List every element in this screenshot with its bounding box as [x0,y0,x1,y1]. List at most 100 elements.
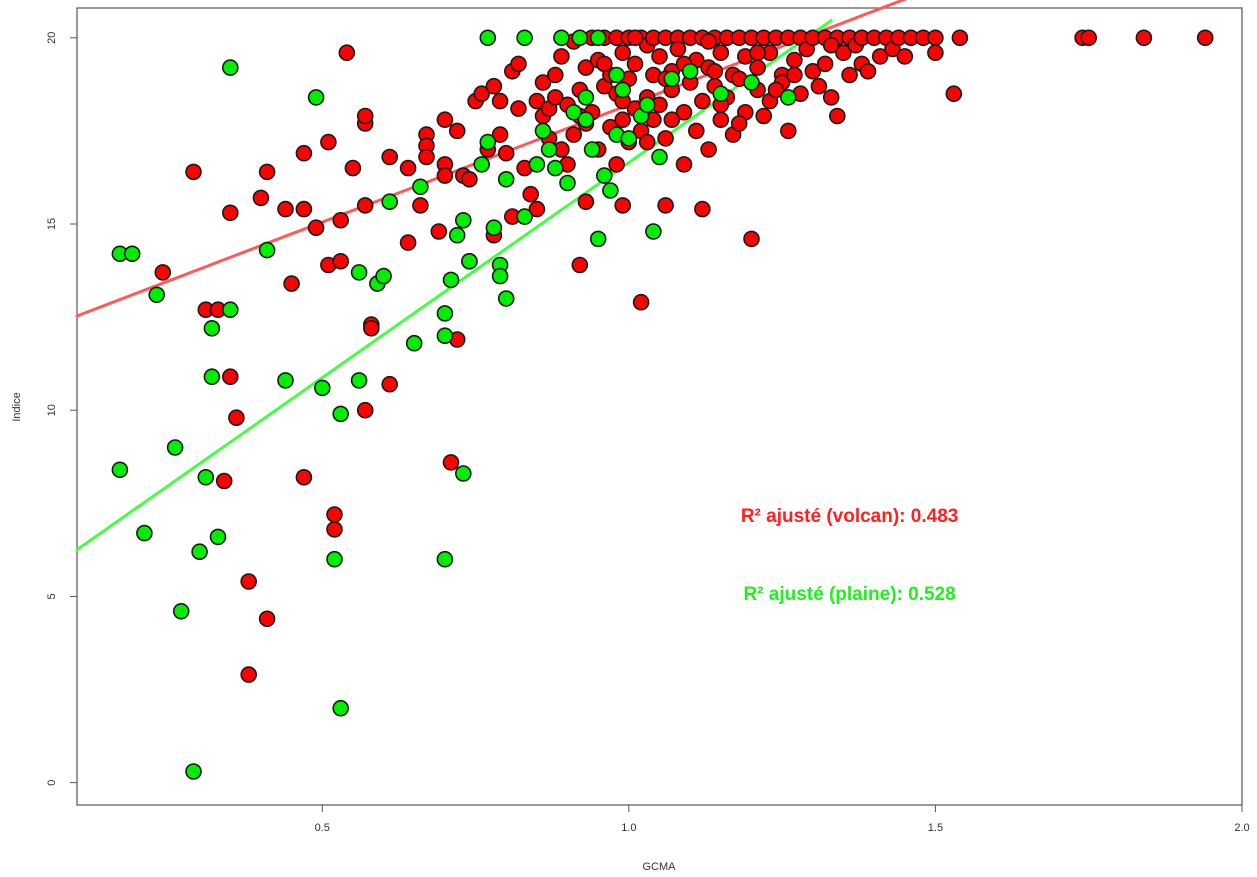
point-plaine [571,29,589,47]
point-plaine [491,267,509,285]
point-volcan [1196,29,1214,47]
point-volcan [295,200,313,218]
point-volcan [399,159,417,177]
point-volcan [528,200,546,218]
point-volcan [222,368,239,386]
point-volcan [822,89,840,106]
point-volcan [442,454,460,471]
point-plaine [516,29,533,47]
point-volcan [706,63,724,80]
point-volcan [381,375,399,393]
point-volcan [694,200,711,218]
r2-label-plaine: R² ajusté (plaine): 0.528 [743,584,955,605]
point-volcan [810,77,828,95]
series-plaine [111,29,797,780]
point-plaine [209,528,227,546]
point-plaine [565,104,583,121]
point-plaine [577,89,595,106]
point-plaine [442,271,460,289]
point-plaine [479,29,497,47]
point-volcan [841,66,858,84]
point-volcan [755,107,773,125]
point-volcan [283,275,300,292]
point-plaine [479,133,497,151]
point-plaine [436,327,454,345]
point-volcan [804,63,822,80]
point-plaine [136,524,153,542]
point-volcan [816,55,834,73]
point-volcan [436,111,454,128]
point-volcan [546,89,564,106]
point-volcan [185,163,202,181]
point-volcan [927,44,944,62]
point-plaine [332,405,350,423]
point-plaine [148,286,165,304]
point-volcan [638,133,656,151]
point-volcan [669,40,687,58]
point-volcan [381,148,399,166]
x-tick-label: 2.0 [1234,822,1249,834]
point-volcan [577,193,595,210]
point-plaine [222,59,239,76]
point-volcan [240,573,257,590]
point-volcan [767,81,785,99]
point-volcan [295,144,313,162]
point-volcan [927,29,944,47]
point-plaine [405,334,423,352]
point-plaine [559,174,576,192]
point-volcan [240,666,257,683]
point-volcan [657,130,674,147]
point-volcan [553,48,570,65]
point-plaine [681,63,699,80]
x-tick-label: 1.0 [621,822,636,834]
point-plaine [743,74,760,91]
point-volcan [326,506,343,523]
point-volcan [252,189,270,207]
point-volcan [712,111,730,128]
point-volcan [896,48,914,65]
point-volcan [687,122,705,140]
point-plaine [577,111,595,128]
point-volcan [215,472,233,490]
point-volcan [510,100,527,117]
y-tick-label: 5 [46,593,58,599]
point-volcan [951,29,969,47]
y-tick-label: 15 [46,218,58,230]
point-plaine [461,252,478,270]
point-plaine [375,267,392,285]
point-volcan [338,44,356,62]
point-volcan [295,468,313,486]
y-tick-label: 10 [46,404,58,416]
point-plaine [222,301,239,319]
point-volcan [1080,29,1097,47]
point-plaine [473,156,491,173]
point-volcan [277,200,294,218]
point-plaine [326,550,343,568]
point-volcan [418,148,435,166]
point-volcan [326,521,343,538]
point-plaine [332,699,350,717]
point-volcan [614,111,632,128]
r2-label-volcan: R² ajusté (volcan): 0.483 [741,506,959,527]
point-plaine [123,245,141,263]
point-plaine [540,141,558,158]
point-volcan [835,44,852,62]
point-volcan [546,66,564,84]
point-plaine [608,66,625,84]
point-plaine [277,372,294,389]
point-volcan [491,92,509,110]
point-volcan [307,219,325,236]
point-plaine [638,96,656,114]
point-volcan [332,252,350,270]
point-volcan [743,230,760,248]
point-volcan [522,185,540,203]
point-volcan [491,126,509,143]
x-tick-label: 0.5 [315,822,330,834]
point-volcan [779,122,797,140]
y-tick-label: 20 [46,32,58,44]
point-volcan [657,197,674,214]
point-plaine [313,379,331,397]
point-plaine [620,130,638,147]
point-plaine [553,29,570,47]
point-plaine [516,208,533,225]
